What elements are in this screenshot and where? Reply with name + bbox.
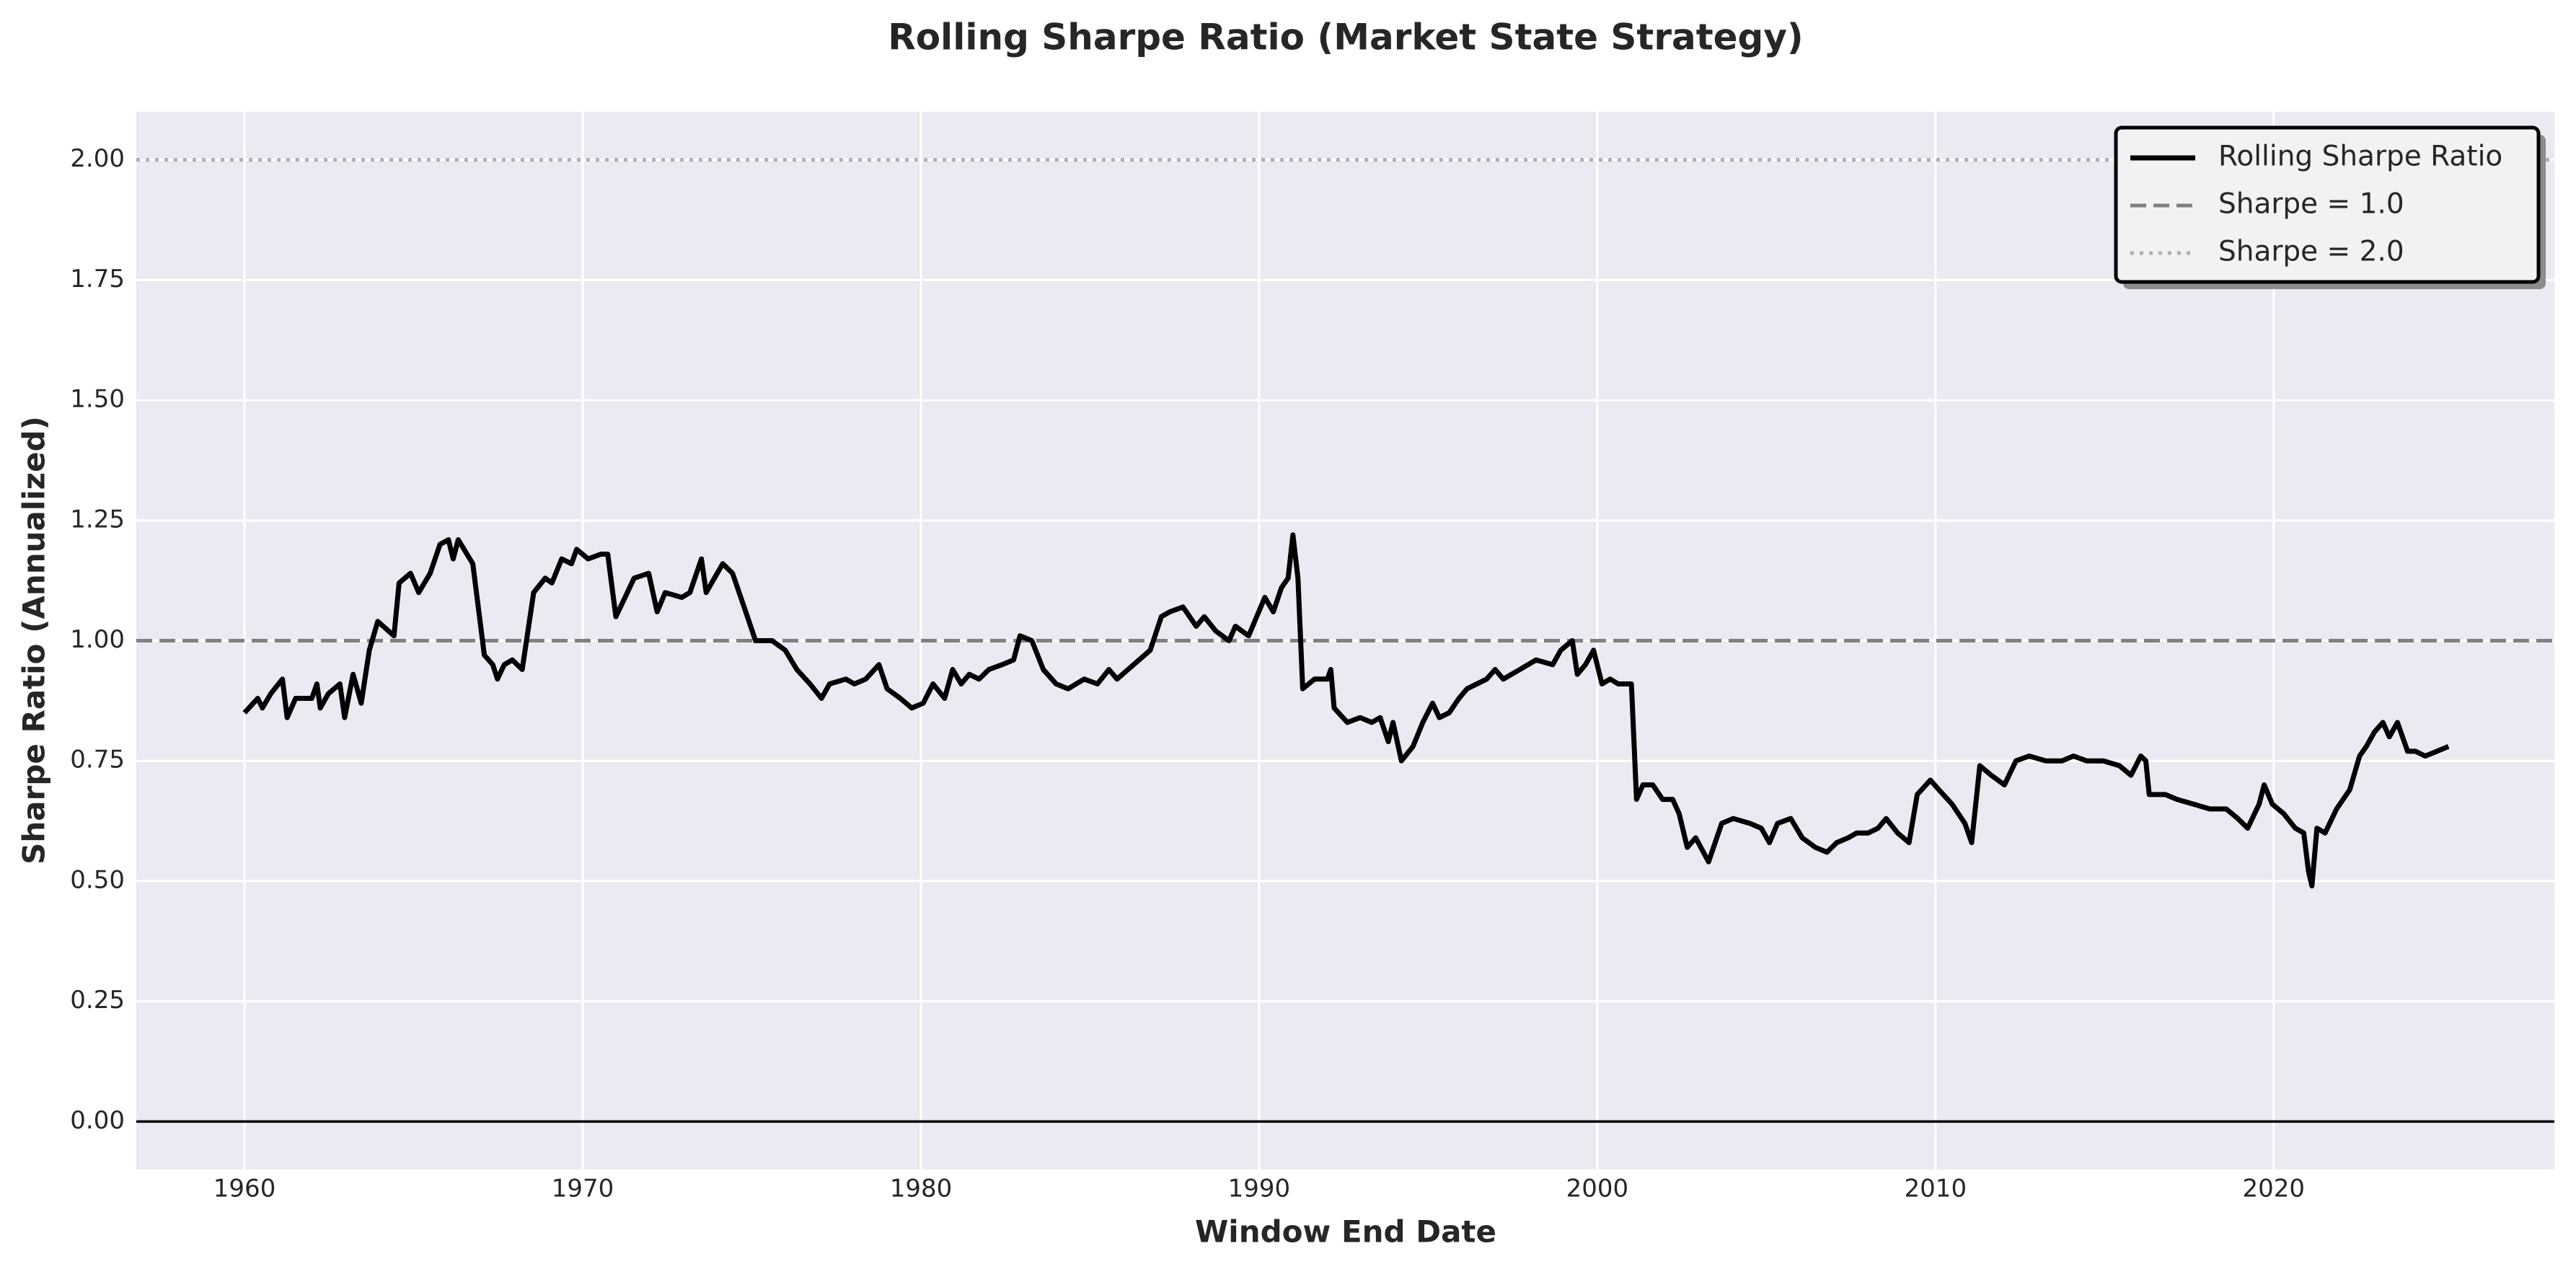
- y-tick-label: 0.00: [70, 1106, 125, 1135]
- x-tick-label: 2010: [1905, 1175, 1967, 1203]
- legend-box: [2114, 125, 2541, 284]
- y-axis-label: Sharpe Ratio (Annualized): [17, 416, 52, 865]
- chart-title: Rolling Sharpe Ratio (Market State Strat…: [888, 17, 1804, 58]
- y-tick-label: 0.75: [70, 746, 125, 774]
- legend-label: Sharpe = 1.0: [2218, 188, 2404, 221]
- x-axis-label: Window End Date: [1195, 1214, 1496, 1250]
- y-tick-label: 1.00: [70, 625, 125, 654]
- legend: Rolling Sharpe Ratio Sharpe = 1.0 Sharpe =…: [2114, 125, 2546, 289]
- y-tick-label: 0.25: [70, 986, 125, 1015]
- x-tick-label: 1960: [213, 1175, 276, 1203]
- y-tick-label: 2.00: [70, 144, 125, 173]
- y-tick-label: 1.50: [70, 385, 125, 414]
- y-tick-label: 1.75: [70, 265, 125, 293]
- x-tick-label: 1970: [552, 1175, 614, 1203]
- y-tick-label: 0.50: [70, 865, 125, 894]
- x-tick-label: 1990: [1228, 1175, 1291, 1203]
- data-line: [242, 532, 2450, 889]
- legend-label: Rolling Sharpe Ratio: [2218, 141, 2502, 173]
- x-tick-label: 2020: [2243, 1175, 2306, 1203]
- x-tick-label: 1980: [890, 1175, 953, 1203]
- x-tick-label: 2000: [1566, 1175, 1629, 1203]
- legend-label: Sharpe = 2.0: [2218, 236, 2404, 268]
- y-tick-label: 1.25: [70, 505, 125, 534]
